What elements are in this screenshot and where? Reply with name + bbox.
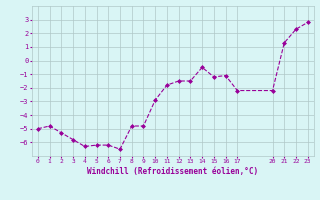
X-axis label: Windchill (Refroidissement éolien,°C): Windchill (Refroidissement éolien,°C) (87, 167, 258, 176)
